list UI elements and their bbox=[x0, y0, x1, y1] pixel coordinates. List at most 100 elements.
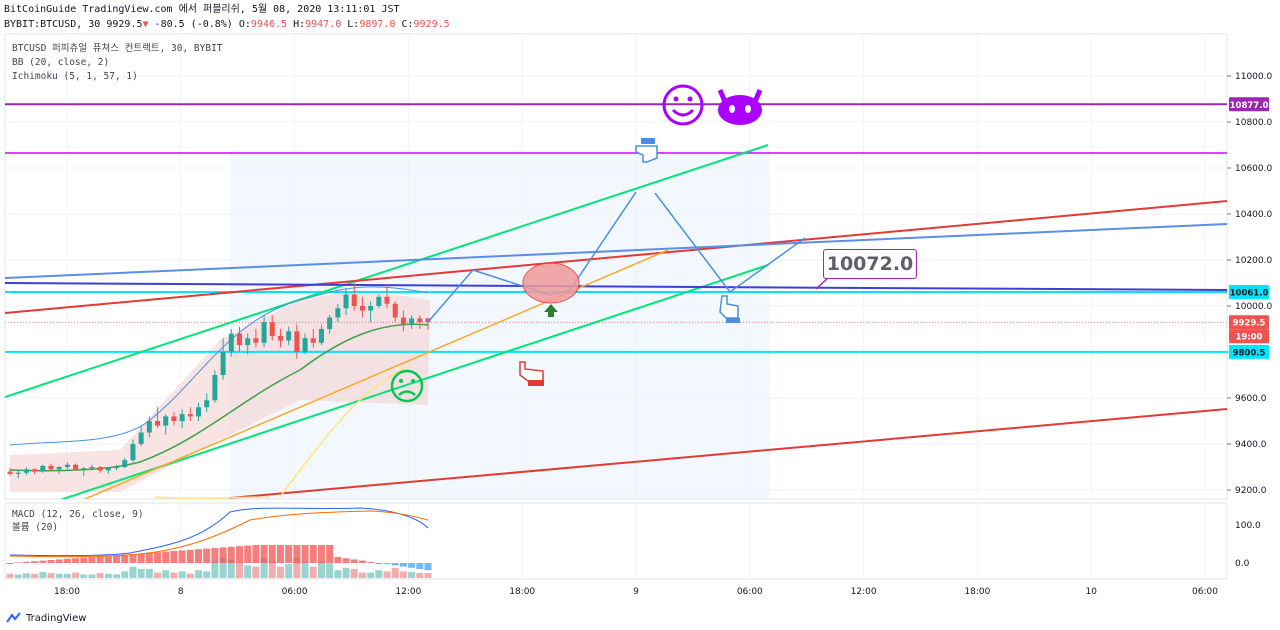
volume-bar bbox=[31, 573, 39, 578]
close-value: 9929.5 bbox=[413, 19, 450, 30]
legend-bb: BB (20, close, 2) bbox=[12, 57, 109, 68]
candle bbox=[310, 329, 316, 348]
macd-histogram-bar bbox=[211, 548, 219, 563]
legend-macd: MACD (12, 26, close, 9) bbox=[12, 509, 144, 520]
macd-histogram-bar bbox=[96, 556, 104, 563]
price-change: -80.5 (-0.8%) bbox=[154, 19, 233, 30]
volume-bar bbox=[72, 572, 80, 578]
volume-bar bbox=[170, 572, 178, 578]
candle bbox=[40, 464, 46, 473]
candle bbox=[236, 326, 242, 352]
volume-bar bbox=[268, 561, 276, 578]
price-callout[interactable]: 10072.0 bbox=[823, 249, 917, 279]
macd-histogram-bar bbox=[47, 560, 55, 563]
candle bbox=[179, 409, 185, 428]
time-tick-9: 10 bbox=[1085, 587, 1097, 597]
candle bbox=[212, 370, 218, 403]
volume-bar bbox=[309, 566, 317, 578]
macd-histogram-bar bbox=[252, 545, 260, 563]
candle bbox=[376, 294, 382, 309]
volume-bar bbox=[113, 574, 121, 578]
macd-histogram-bar bbox=[309, 545, 317, 563]
candle bbox=[294, 324, 300, 359]
volume-bar bbox=[227, 559, 235, 578]
volume-bar bbox=[137, 569, 145, 578]
volume-bar bbox=[14, 574, 22, 578]
open-value: 9946.5 bbox=[250, 19, 288, 30]
volume-bar bbox=[408, 571, 416, 578]
volume-bar bbox=[317, 561, 325, 578]
volume-bar bbox=[55, 573, 63, 578]
time-tick-0: 18:00 bbox=[54, 587, 80, 597]
blue-trend-line[interactable] bbox=[5, 223, 1227, 279]
price-tick-2: 9600.0 bbox=[1235, 394, 1267, 404]
ohlc-line: BYBIT:BTCUSD, 30 9929.5▼ -80.5 (-0.8%) O… bbox=[4, 17, 450, 32]
price-tick-9: 11000.0 bbox=[1235, 72, 1272, 82]
candle bbox=[196, 402, 202, 421]
time-axis[interactable]: 18:00 8 06:00 12:00 18:00 9 06:00 12:00 18:00 10 0… bbox=[54, 587, 1218, 597]
header-line-1: BitCoinGuide TradingView.com 에서 퍼블리쉬, 5월… bbox=[4, 4, 400, 15]
dark-blue-line[interactable] bbox=[5, 282, 1227, 291]
macd-histogram-bar bbox=[104, 555, 112, 563]
macd-histogram-bar bbox=[39, 560, 47, 563]
volume-bar bbox=[424, 573, 432, 578]
red-resistance-line[interactable] bbox=[5, 200, 1227, 314]
macd-histogram-bar bbox=[285, 545, 293, 563]
macd-histogram-bar bbox=[334, 557, 342, 563]
macd-pane[interactable] bbox=[4, 502, 1228, 580]
high-label: H: bbox=[293, 19, 306, 30]
candle bbox=[73, 463, 79, 471]
low-label: L: bbox=[347, 19, 360, 30]
volume-bar bbox=[211, 561, 219, 578]
macd-histogram-bar bbox=[326, 545, 334, 563]
volume-bar bbox=[96, 573, 104, 578]
time-tick-6: 06:00 bbox=[737, 587, 763, 597]
candle bbox=[277, 329, 283, 348]
last-price: 9929.5 bbox=[106, 19, 143, 30]
candle bbox=[384, 285, 390, 309]
volume-bar bbox=[416, 573, 424, 578]
upper-green-channel[interactable] bbox=[5, 144, 769, 398]
footer-brand[interactable]: TradingView bbox=[6, 612, 86, 624]
candle bbox=[417, 315, 423, 329]
candle bbox=[359, 296, 365, 318]
candle bbox=[327, 315, 333, 334]
candle bbox=[114, 464, 120, 471]
macd-histogram-bar bbox=[301, 545, 309, 563]
price-axis[interactable]: 9200.09400.09600.09800.010000.010200.010… bbox=[1227, 72, 1272, 496]
volume-bar bbox=[252, 566, 260, 578]
highlight-ellipse[interactable] bbox=[522, 262, 580, 304]
macd-histogram-bar bbox=[186, 549, 194, 563]
candle bbox=[138, 425, 144, 447]
price-tick-6: 10400.0 bbox=[1235, 210, 1272, 220]
red-support-line[interactable] bbox=[229, 408, 1227, 499]
macd-histogram-bar bbox=[260, 545, 268, 563]
time-tick-5: 9 bbox=[633, 587, 639, 597]
volume-bar bbox=[375, 570, 383, 578]
macd-histogram-bar bbox=[391, 563, 399, 566]
volume-bar bbox=[154, 572, 162, 578]
smiley-face-icon bbox=[662, 84, 704, 126]
volume-bar bbox=[47, 573, 55, 578]
macd-histogram-bar bbox=[317, 545, 325, 563]
candle bbox=[318, 324, 324, 346]
candle bbox=[269, 315, 275, 341]
macd-histogram-bar bbox=[55, 559, 63, 563]
volume-bar bbox=[276, 566, 284, 578]
price-tick-8: 10800.0 bbox=[1235, 118, 1272, 128]
macd-histogram-bar bbox=[80, 557, 88, 563]
cat-face-icon bbox=[717, 89, 763, 125]
candle bbox=[105, 467, 111, 474]
candle bbox=[122, 457, 128, 469]
candle bbox=[23, 467, 29, 476]
price-badge-2: 9929.5 bbox=[1229, 315, 1269, 330]
candle bbox=[409, 315, 415, 329]
tradingview-logo-icon bbox=[6, 612, 21, 623]
volume-bar bbox=[22, 573, 30, 578]
pointing-hand-icon-top bbox=[635, 138, 658, 163]
macd-histogram-bar bbox=[358, 560, 366, 563]
macd-histogram-bar bbox=[342, 558, 350, 563]
candle bbox=[32, 468, 38, 474]
volume-bar bbox=[383, 571, 391, 578]
